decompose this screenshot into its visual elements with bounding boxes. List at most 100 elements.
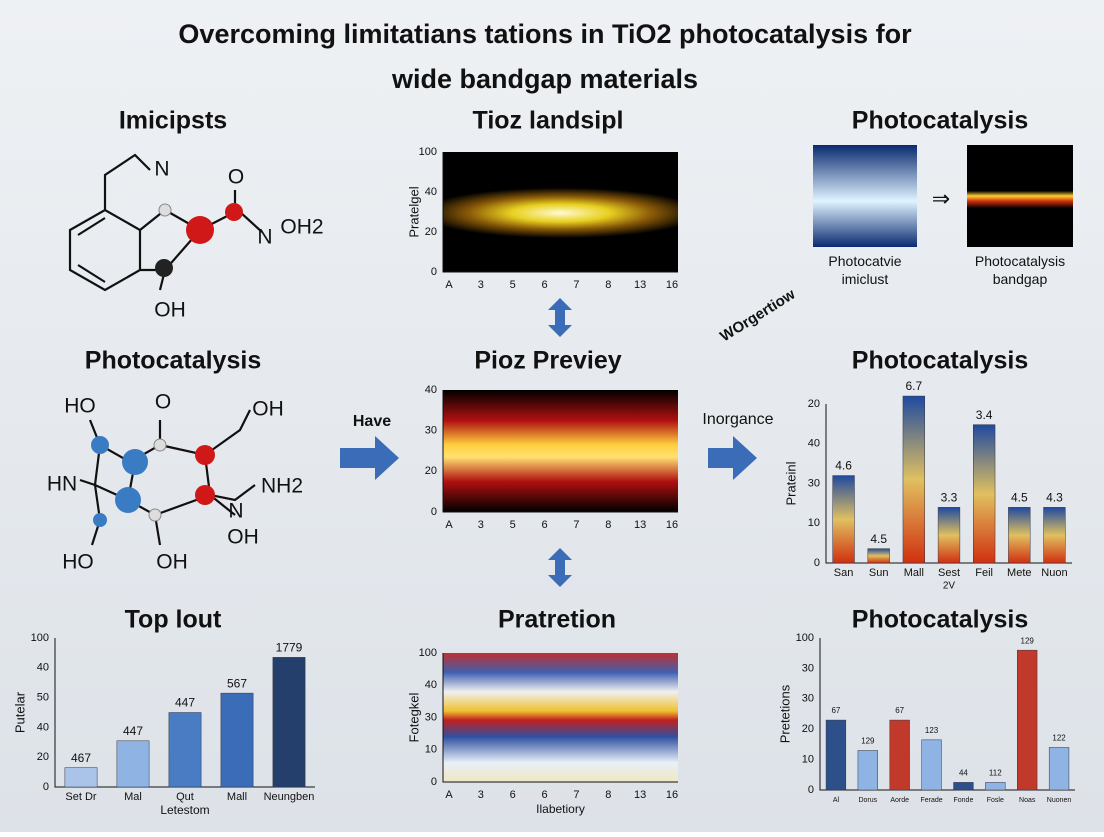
atom-label: N	[257, 226, 272, 249]
panel-title: Pratretion	[498, 606, 616, 634]
panel-title: Imicipsts	[119, 107, 227, 135]
x-tick-label: Nuonen	[1047, 797, 1072, 804]
x-tick-label: 8	[605, 789, 611, 801]
atom-label: HN	[47, 473, 77, 496]
y-tick-label: 10	[808, 517, 820, 529]
y-axis-label: Prateinl	[783, 461, 798, 505]
bar-label: 129	[1021, 636, 1035, 645]
y-tick-label: 40	[425, 186, 437, 198]
axis	[442, 653, 678, 783]
y-tick-label: 30	[425, 711, 437, 723]
y-tick-label: 20	[425, 465, 437, 477]
atom-label: O	[228, 166, 244, 189]
y-tick-label: 40	[37, 662, 49, 674]
y-tick-label: 0	[431, 776, 437, 788]
x-tick-label: 3	[478, 279, 484, 291]
bar-label: 447	[123, 724, 143, 738]
bar-label: 1779	[276, 641, 303, 655]
x-tick-label: 7	[573, 789, 579, 801]
x-tick-label: Aorde	[890, 797, 909, 804]
panel-title: Photocatalysis	[852, 606, 1028, 634]
x-tick-label: Mete	[1007, 567, 1031, 579]
y-tick-label: 100	[419, 647, 437, 659]
bar	[64, 767, 98, 788]
x-tick-label: 7	[573, 519, 579, 531]
bar-label: 67	[895, 706, 904, 715]
y-tick-label: 100	[796, 632, 814, 644]
y-tick-label: 0	[43, 781, 49, 793]
bar-label: 123	[925, 726, 939, 735]
title-line: Overcoming limitatians tations in TiO2 p…	[178, 19, 912, 94]
x-tick-label: 16	[666, 519, 678, 531]
bar	[1043, 507, 1066, 564]
atom-label: HO	[64, 395, 96, 418]
x-tick-label: 5	[510, 519, 516, 531]
x-tick-label: 16	[666, 789, 678, 801]
x-tick-label: Dorus	[858, 797, 877, 804]
y-tick-label: 20	[37, 751, 49, 763]
x-tick-label: 3	[478, 519, 484, 531]
x-tick-label: Fonde	[954, 797, 974, 804]
bar-label: 4.3	[1046, 491, 1063, 505]
y-tick-label: 100	[31, 632, 49, 644]
panel-title: Photocatalysis	[852, 107, 1028, 135]
caption: Photocatvie imiclust	[828, 253, 901, 287]
molecule	[68, 153, 263, 292]
arrow-label: Inorgance	[702, 411, 773, 428]
x-tick-label: Mall	[227, 791, 247, 803]
y-tick-label: 10	[802, 754, 814, 766]
bar	[1048, 747, 1070, 791]
x-tick-label: Mall	[904, 567, 924, 579]
x-axis-label: Ilabetiory	[536, 802, 585, 816]
x-tick-label: 5	[510, 279, 516, 291]
y-tick-label: 30	[802, 693, 814, 705]
bar	[1017, 649, 1038, 791]
atom-label: OH	[154, 299, 186, 322]
y-tick-label: 40	[425, 384, 437, 396]
bar	[168, 712, 202, 788]
bar	[972, 424, 996, 564]
x-tick-label: 6	[542, 519, 548, 531]
bar-label: 467	[71, 751, 91, 765]
x-tick-label: 6	[510, 789, 516, 801]
x-tick-label: 8	[605, 519, 611, 531]
atom-label: O	[155, 391, 171, 414]
x-tick-label: Nuon	[1041, 567, 1067, 579]
y-tick-label: 50	[37, 692, 49, 704]
molecule	[79, 409, 256, 546]
bar-label: 567	[227, 676, 247, 690]
x-tick-label: Al	[833, 797, 840, 804]
bar-label: 44	[959, 769, 968, 778]
x-tick-label: 6	[542, 789, 548, 801]
y-axis-label: Fotegkel	[406, 692, 421, 742]
atom-label: NH2	[261, 475, 303, 498]
y-tick-label: 0	[814, 557, 820, 569]
bar-label: 4.6	[835, 459, 852, 473]
y-tick-label: 20	[808, 398, 820, 410]
y-tick-label: 30	[425, 425, 437, 437]
y-tick-label: 30	[808, 477, 820, 489]
x-tick-label: San	[834, 567, 854, 579]
x-tick-label: 13	[634, 789, 646, 801]
bar	[921, 739, 942, 791]
bar	[272, 657, 306, 788]
panel-title: Top lout	[125, 606, 222, 634]
bar	[953, 782, 974, 791]
bar	[825, 719, 847, 791]
x-tick-label: 7	[573, 279, 579, 291]
y-axis-label: Putelar	[12, 691, 27, 733]
bar	[889, 719, 910, 791]
bar	[1008, 507, 1031, 564]
y-tick-label: 0	[431, 266, 437, 278]
bar	[116, 740, 150, 788]
x-tick-label: Ferade	[920, 797, 942, 804]
x-tick-label: 6	[542, 279, 548, 291]
bar-label: 67	[831, 706, 840, 715]
bar	[867, 548, 890, 564]
x-tick-label: Mal	[124, 791, 142, 803]
y-tick-label: 0	[808, 784, 814, 796]
bar	[937, 507, 961, 564]
x-tick-label: Noas	[1019, 797, 1036, 804]
x-tick-label: Feil	[975, 567, 993, 579]
